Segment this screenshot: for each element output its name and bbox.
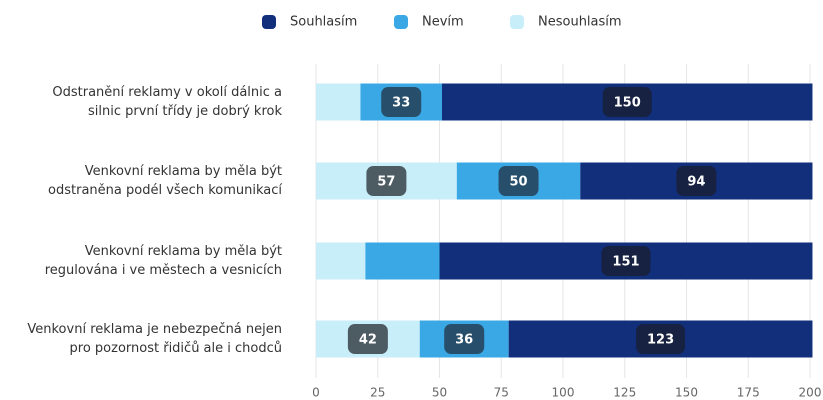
category-label: Venkovní reklama je nebezpečná nejen [27, 322, 282, 337]
category-label: silnic první třídy je dobrý krok [88, 104, 282, 119]
legend-swatch [394, 15, 408, 29]
value-badge [676, 166, 717, 196]
category-label: odstraněna podél všech komunikací [48, 183, 282, 198]
category-label: pro pozornost řidičů ale i chodců [70, 341, 282, 356]
x-tick-label: 50 [432, 386, 447, 400]
x-tick-label: 125 [613, 386, 636, 400]
value-label: 94 [687, 175, 705, 190]
x-tick-label: 25 [370, 386, 385, 400]
value-badge [444, 324, 485, 354]
value-label: 123 [647, 333, 674, 348]
bar-segment [316, 242, 366, 280]
value-label: 57 [377, 175, 395, 190]
value-label: 50 [509, 175, 527, 190]
x-tick-label: 200 [799, 386, 822, 400]
value-badge [602, 87, 652, 117]
value-badge [498, 166, 539, 196]
value-badge [636, 324, 686, 354]
bar-segment [365, 242, 440, 280]
x-tick-label: 75 [494, 386, 509, 400]
value-badge [601, 246, 651, 276]
legend-label: Nevím [422, 15, 464, 30]
value-label: 151 [612, 255, 639, 270]
legend-swatch [510, 15, 524, 29]
category-label: Odstranění reklamy v okolí dálnic a [52, 85, 282, 100]
bar-segment [316, 83, 361, 121]
x-tick-label: 100 [552, 386, 575, 400]
value-badge [347, 324, 388, 354]
value-label: 150 [614, 96, 641, 111]
legend-label: Nesouhlasím [538, 15, 622, 30]
value-label: 33 [392, 96, 410, 111]
legend-label: Souhlasím [290, 15, 357, 30]
x-tick-label: 0 [312, 386, 320, 400]
x-tick-label: 150 [675, 386, 698, 400]
category-label: Venkovní reklama by měla být [85, 164, 282, 179]
legend-swatch [262, 15, 276, 29]
value-label: 36 [455, 333, 473, 348]
value-badge [381, 87, 422, 117]
category-label: regulována i ve městech a vesnicích [45, 263, 282, 278]
x-tick-label: 175 [737, 386, 760, 400]
value-label: 42 [359, 333, 377, 348]
category-label: Venkovní reklama by měla být [85, 244, 282, 259]
value-badge [366, 166, 407, 196]
